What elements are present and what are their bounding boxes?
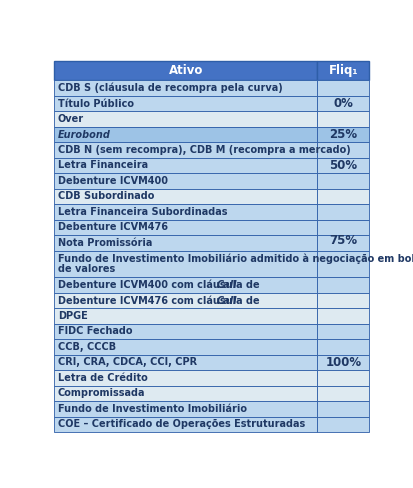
Bar (317, 220, 369, 235)
Bar (54, 386, 317, 401)
Bar (54, 417, 317, 432)
Bar (317, 142, 369, 158)
Bar (54, 142, 317, 158)
Bar (317, 96, 369, 111)
Bar (54, 220, 317, 235)
Text: Debenture ICVM476 com cláusula de: Debenture ICVM476 com cláusula de (58, 296, 263, 305)
Bar (317, 277, 369, 293)
Bar (54, 277, 317, 293)
Bar (317, 204, 369, 220)
Text: Letra de Crédito: Letra de Crédito (58, 373, 147, 383)
Text: Fliq₁: Fliq₁ (329, 64, 358, 77)
Text: Fundo de Investimento Imobiliário: Fundo de Investimento Imobiliário (58, 404, 247, 414)
Bar (54, 127, 317, 142)
Bar (54, 339, 317, 355)
Text: 75%: 75% (329, 234, 357, 247)
Bar (317, 401, 369, 417)
Text: FIDC Fechado: FIDC Fechado (58, 326, 132, 337)
Bar (54, 355, 317, 370)
Bar (317, 61, 369, 81)
Bar (317, 189, 369, 204)
Bar (317, 81, 369, 96)
Text: Eurobond: Eurobond (58, 129, 111, 140)
Bar (317, 235, 369, 250)
Bar (54, 308, 317, 324)
Bar (54, 401, 317, 417)
Text: 100%: 100% (325, 356, 361, 369)
Bar (317, 386, 369, 401)
Text: CDB Subordinado: CDB Subordinado (58, 191, 154, 202)
Bar (54, 61, 317, 81)
Bar (317, 250, 369, 277)
Bar (54, 189, 317, 204)
Bar (54, 81, 317, 96)
Bar (317, 324, 369, 339)
Text: 0%: 0% (333, 97, 353, 110)
Bar (54, 324, 317, 339)
Bar (317, 370, 369, 386)
Text: Letra Financeira Subordinadas: Letra Financeira Subordinadas (58, 207, 227, 217)
Text: COE – Certificado de Operações Estruturadas: COE – Certificado de Operações Estrutura… (58, 419, 305, 429)
Text: CRI, CRA, CDCA, CCI, CPR: CRI, CRA, CDCA, CCI, CPR (58, 357, 197, 367)
Bar (54, 293, 317, 308)
Text: Call: Call (217, 296, 237, 305)
Text: Compromissada: Compromissada (58, 388, 145, 398)
Text: Título Público: Título Público (58, 99, 134, 109)
Bar (54, 204, 317, 220)
Text: de valores: de valores (58, 264, 115, 274)
Bar (317, 158, 369, 173)
Bar (54, 250, 317, 277)
Text: 50%: 50% (329, 159, 357, 172)
Bar (317, 308, 369, 324)
Text: Nota Promissória: Nota Promissória (58, 238, 152, 248)
Text: Ativo: Ativo (169, 64, 203, 77)
Bar (317, 127, 369, 142)
Text: CDB S (cláusula de recompra pela curva): CDB S (cláusula de recompra pela curva) (58, 83, 282, 93)
Bar (54, 158, 317, 173)
Bar (317, 339, 369, 355)
Text: CCB, CCCB: CCB, CCCB (58, 342, 116, 352)
Bar (317, 417, 369, 432)
Text: DPGE: DPGE (58, 311, 88, 321)
Bar (54, 370, 317, 386)
Text: Letra Financeira: Letra Financeira (58, 161, 148, 170)
Text: Debenture ICVM400: Debenture ICVM400 (58, 176, 168, 186)
Text: Call: Call (217, 280, 237, 290)
Bar (54, 173, 317, 189)
Text: Debenture ICVM400 com cláusula de: Debenture ICVM400 com cláusula de (58, 280, 263, 290)
Text: 25%: 25% (329, 128, 357, 141)
Bar (317, 111, 369, 127)
Text: Fundo de Investimento Imobiliário admitido à negociação em bolsa: Fundo de Investimento Imobiliário admiti… (58, 254, 413, 264)
Text: Over: Over (58, 114, 84, 124)
Bar (54, 235, 317, 250)
Bar (317, 173, 369, 189)
Text: CDB N (sem recompra), CDB M (recompra a mercado): CDB N (sem recompra), CDB M (recompra a … (58, 145, 351, 155)
Bar (54, 111, 317, 127)
Bar (317, 293, 369, 308)
Bar (54, 96, 317, 111)
Text: Debenture ICVM476: Debenture ICVM476 (58, 223, 168, 232)
Bar (317, 355, 369, 370)
